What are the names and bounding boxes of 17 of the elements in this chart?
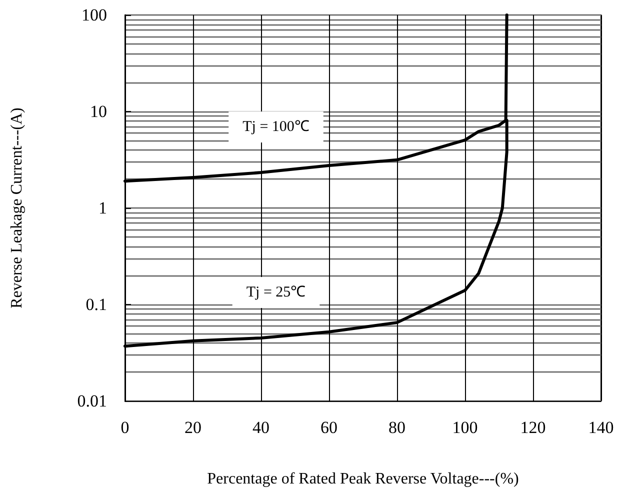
text: Tj = 25℃: [246, 284, 306, 300]
y-tick-label: 0.1: [86, 295, 107, 314]
y-tick-label: 1: [98, 198, 107, 218]
y-tick-label: 100: [82, 6, 107, 24]
x-tick-label: 120: [520, 418, 546, 437]
y-tick-label: 10: [90, 102, 107, 121]
y-tick-label: 0.01: [77, 392, 107, 410]
y-axis-title: Reverse Leakage Current---(A): [8, 108, 26, 308]
text: Tj = 100℃: [242, 119, 310, 136]
x-tick-label: 100: [452, 418, 478, 437]
x-axis-title: Percentage of Rated Peak Reverse Voltage---(%): [207, 470, 519, 488]
x-tick-label: 0: [120, 418, 130, 437]
x-tick-label: 20: [184, 418, 202, 437]
x-tick-label: 80: [388, 418, 406, 437]
x-tick-label: 60: [320, 418, 338, 437]
x-tick-label: 40: [252, 418, 270, 437]
x-tick-label: 140: [588, 418, 614, 437]
